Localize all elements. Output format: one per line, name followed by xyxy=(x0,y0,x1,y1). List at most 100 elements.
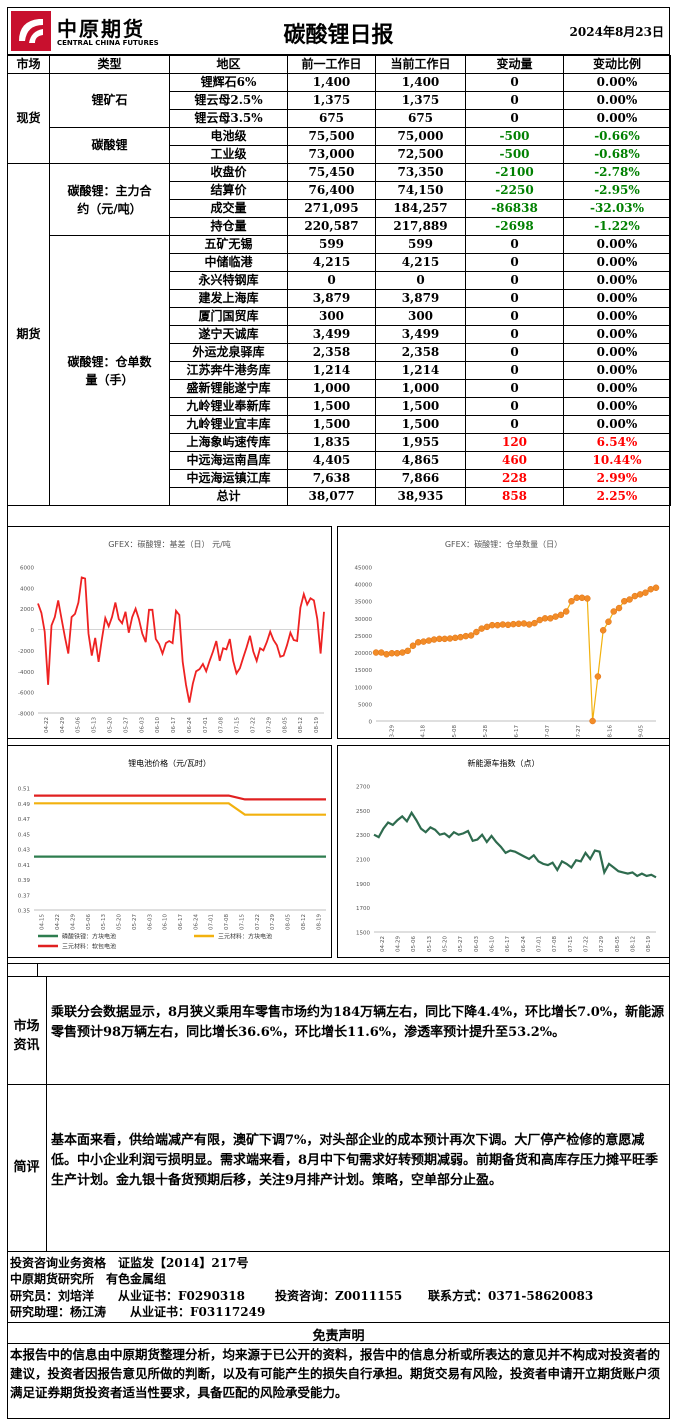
data-point xyxy=(578,594,586,602)
table-cell: 2.25% xyxy=(563,487,671,506)
x-tick-label: 07-29 xyxy=(599,936,605,952)
table-cell: 228 xyxy=(465,469,564,488)
table-cell: 6.54% xyxy=(563,433,671,452)
table-cell: -2250 xyxy=(465,181,564,200)
x-tick-label: 03-29 xyxy=(390,725,396,738)
type-ore: 锂矿石 xyxy=(49,73,170,128)
disclaimer-text: 本报告中的信息由中原期货整理分析，均来源于已公开的资料，报告中的信息分析或所表达… xyxy=(10,1347,661,1400)
column-header: 类型 xyxy=(49,55,170,74)
table-cell: -1.22% xyxy=(563,217,671,236)
table-cell: 4,405 xyxy=(287,451,376,470)
legend-entry: 三元材料：软包电池 xyxy=(62,943,116,951)
x-tick-label: 08-12 xyxy=(301,914,307,930)
x-tick-label: 06-03 xyxy=(474,936,480,952)
y-tick-label: 2500 xyxy=(356,809,370,815)
table-cell: 460 xyxy=(465,451,564,470)
x-tick-label: 09-05 xyxy=(638,725,644,738)
data-point xyxy=(462,632,470,640)
table-cell: 1,375 xyxy=(287,91,376,110)
data-point xyxy=(531,619,538,627)
x-tick-label: 04-29 xyxy=(60,717,66,733)
logo-en: CENTRAL CHINA FUTURES xyxy=(57,39,159,47)
table-row: 中储临港 4,215 4,215 0 0.00% xyxy=(8,253,671,272)
table-cell: 0.00% xyxy=(563,415,671,434)
table-cell: 74,150 xyxy=(375,181,466,200)
y-tick-label: 1900 xyxy=(356,882,370,888)
y-tick-label: 1500 xyxy=(356,931,370,937)
data-point xyxy=(457,633,464,641)
x-tick-label: 06-10 xyxy=(155,717,161,733)
x-tick-label: 06-10 xyxy=(163,914,169,930)
x-tick-label: 07-22 xyxy=(584,936,590,952)
data-point xyxy=(430,636,438,643)
x-tick-label: 05-08 xyxy=(452,725,458,738)
y-tick-label: 40000 xyxy=(355,583,373,589)
data-point xyxy=(605,618,612,626)
y-tick-label: 0.49 xyxy=(18,802,31,808)
table-cell: 0.00% xyxy=(563,289,671,308)
x-tick-label: 08-16 xyxy=(607,725,613,738)
x-tick-label: 04-29 xyxy=(70,914,76,930)
y-tick-label: 10000 xyxy=(355,685,373,691)
y-tick-label: 0.45 xyxy=(18,832,31,838)
region-cell: 工业级 xyxy=(169,145,288,164)
series-line xyxy=(37,576,325,703)
table-cell: 4,865 xyxy=(375,451,466,470)
table-cell: 10.44% xyxy=(563,451,671,470)
table-cell: 76,400 xyxy=(287,181,376,200)
series-line xyxy=(34,794,326,801)
table-cell: 73,000 xyxy=(287,145,376,164)
x-tick-label: 04-22 xyxy=(55,914,61,930)
data-point xyxy=(425,637,433,644)
battery-chart-svg: 0.51 0.49 0.47 0.45 0.43 0.41 0.39 0.37 0.35 04-1… xyxy=(18,787,326,951)
y-tick-label: 20000 xyxy=(355,651,373,657)
table-cell: 0.00% xyxy=(563,325,671,344)
data-point xyxy=(404,647,411,655)
x-tick-label: 07-01 xyxy=(203,717,209,733)
table-cell: -2.95% xyxy=(563,181,671,200)
header: 中原期货 CENTRAL CHINA FUTURES 碳酸锂日报 2024年8月… xyxy=(7,7,670,55)
y-tick-label: 0.35 xyxy=(18,909,31,915)
table-cell: 1,500 xyxy=(287,397,376,416)
table-cell: 1,214 xyxy=(375,361,466,380)
divider xyxy=(7,1322,670,1323)
region-cell: 盛新锂能遂宁库 xyxy=(169,379,288,398)
table-cell: 0 xyxy=(465,253,564,272)
table-cell: 0.00% xyxy=(563,343,671,362)
region-cell: 成交量 xyxy=(169,199,288,218)
region-cell: 中储临港 xyxy=(169,253,288,272)
x-tick-label: 07-08 xyxy=(219,717,225,733)
type-warehouse: 碳酸锂：仓单数 量（手） xyxy=(49,235,170,506)
table-cell: 271,095 xyxy=(287,199,376,218)
y-tick-label: -4000 xyxy=(18,670,34,676)
data-point xyxy=(473,628,480,636)
x-tick-label: 06-24 xyxy=(187,717,193,733)
table-cell: 0.00% xyxy=(563,253,671,272)
table-cell: 72,500 xyxy=(375,145,466,164)
x-tick-label: 08-12 xyxy=(298,717,304,733)
divider xyxy=(37,964,38,976)
table-cell: 675 xyxy=(287,109,376,128)
x-tick-label: 07-01 xyxy=(209,914,215,930)
table-cell: 217,889 xyxy=(375,217,466,236)
table-cell: 0 xyxy=(465,91,564,110)
footer-consult: 投资咨询：Z0011155 xyxy=(275,1289,403,1303)
y-tick-label: 0.39 xyxy=(18,878,31,884)
data-point xyxy=(520,620,528,627)
region-cell: 建发上海库 xyxy=(169,289,288,308)
x-tick-label: 04-15 xyxy=(40,914,46,930)
x-tick-label: 05-27 xyxy=(123,717,129,733)
data-point xyxy=(589,717,596,725)
table-cell: 3,879 xyxy=(375,289,466,308)
table-cell: 599 xyxy=(287,235,376,254)
table-cell: 1,955 xyxy=(375,433,466,452)
y-tick-label: 4000 xyxy=(20,586,34,592)
table-cell: 0 xyxy=(465,361,564,380)
table-row: 碳酸锂：仓单数 量（手） 五矿无锡 599 599 0 0.00% xyxy=(8,235,671,506)
divider xyxy=(7,976,670,977)
region-cell: 电池级 xyxy=(169,127,288,146)
x-tick-label: 08-05 xyxy=(615,936,621,952)
region-cell: 五矿无锡 xyxy=(169,235,288,254)
x-tick-label: 05-27 xyxy=(458,936,464,952)
table-row: 现货 锂矿石 锂辉石6% 1,400 1,400 0 0.00% xyxy=(7,73,671,164)
